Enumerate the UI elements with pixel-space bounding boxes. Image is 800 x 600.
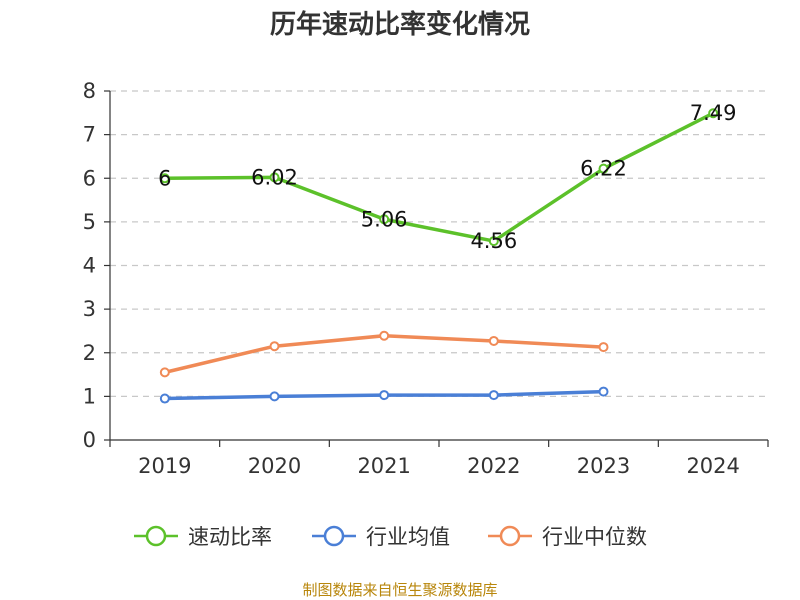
legend-label-1: 速动比率	[188, 525, 272, 549]
x-tick-label: 2024	[686, 454, 739, 478]
data-point	[379, 390, 390, 401]
axes	[104, 90, 769, 447]
y-tick-label: 3	[83, 297, 96, 321]
data-point	[159, 393, 170, 404]
y-tick-label: 7	[83, 123, 96, 147]
y-tick-label: 5	[83, 210, 96, 234]
data-label: 5.06	[361, 207, 408, 231]
data-label: 6.22	[580, 157, 627, 181]
data-point	[159, 367, 170, 378]
data-point	[159, 173, 170, 184]
data-point	[598, 342, 609, 353]
x-tick-label: 2023	[577, 454, 630, 478]
y-tick-label: 2	[83, 341, 96, 365]
y-tick-label: 4	[83, 254, 96, 278]
x-tick-label: 2020	[248, 454, 301, 478]
data-label: 4.56	[470, 229, 517, 253]
series-lines	[163, 111, 715, 401]
data-label: 6	[158, 166, 171, 190]
legend-marker-1	[145, 525, 167, 547]
y-axis-tick-labels: 0 1 2 3 4 5 6 7 8	[83, 79, 96, 452]
y-tick-label: 0	[83, 428, 96, 452]
x-tick-label: 2022	[467, 454, 520, 478]
source-note: 制图数据来自恒生聚源数据库	[302, 581, 497, 599]
data-point	[708, 108, 719, 119]
data-point	[269, 391, 280, 402]
data-label: 7.49	[690, 101, 737, 125]
data-point	[488, 236, 499, 247]
chart-title: 历年速动比率变化情况	[270, 9, 530, 40]
x-tick-label: 2019	[138, 454, 191, 478]
data-point	[269, 341, 280, 352]
series-line-3	[163, 333, 606, 375]
data-labels: 6 6.02 5.06 4.56 6.22 7.49	[158, 101, 736, 253]
data-point	[488, 335, 499, 346]
legend-label-3: 行业中位数	[542, 525, 647, 549]
legend-marker-2	[323, 525, 345, 547]
y-tick-label: 6	[83, 166, 96, 190]
y-tick-label: 1	[83, 384, 96, 408]
data-point	[598, 163, 609, 174]
x-tick-label: 2021	[357, 454, 410, 478]
data-label: 6.02	[251, 165, 298, 189]
series-line-1	[163, 111, 715, 243]
data-point	[598, 386, 609, 397]
data-point	[379, 214, 390, 225]
data-point	[269, 172, 280, 183]
data-point	[379, 330, 390, 341]
y-tick-label: 8	[83, 79, 96, 103]
data-point	[488, 390, 499, 401]
x-axis-tick-labels: 2019 2020 2021 2022 2023 2024	[138, 454, 740, 478]
series-points	[159, 108, 719, 404]
legend-marker-3	[499, 525, 521, 547]
legend-label-2: 行业均值	[366, 525, 450, 549]
legend: 速动比率 行业均值 行业中位数	[134, 525, 647, 549]
